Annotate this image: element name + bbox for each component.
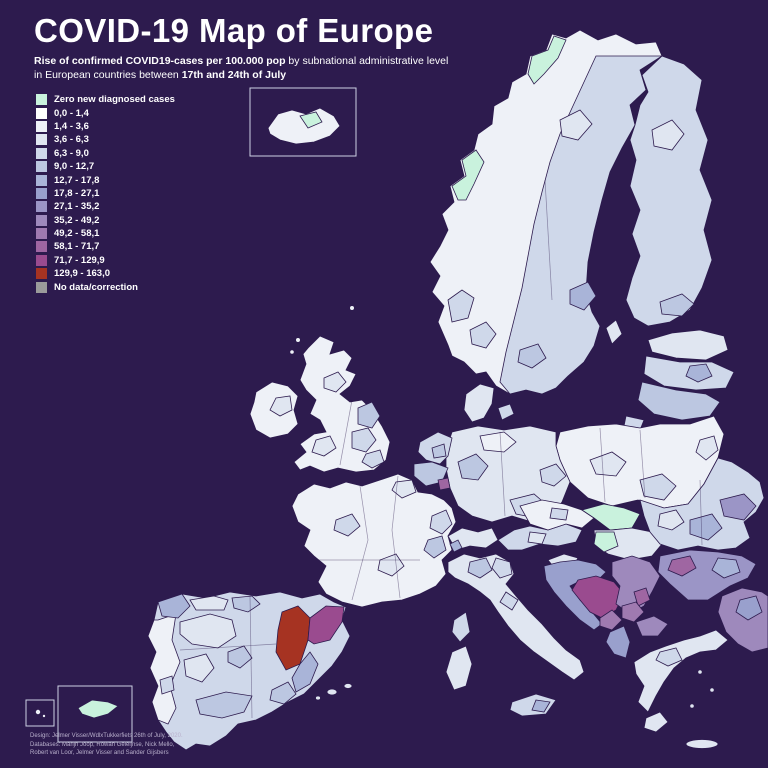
legend: Zero new diagnosed cases 0,0 - 1,4 1,4 -…	[36, 93, 175, 294]
slovakia-region-zero-cases	[581, 503, 641, 531]
legend-swatch	[36, 161, 47, 173]
legend-item: No data/correction	[36, 280, 175, 293]
legend-swatch	[36, 268, 47, 280]
denmark-region	[463, 383, 515, 423]
legend-swatch	[36, 187, 47, 199]
legend-label: No data/correction	[54, 281, 138, 293]
baltic-states-region	[623, 329, 735, 431]
luxembourg-region	[437, 477, 451, 491]
legend-item: 129,9 - 163,0	[36, 267, 175, 280]
legend-swatch	[36, 174, 47, 186]
subtitle-bold-1: Rise of confirmed COVID19-cases per 100.…	[34, 55, 286, 67]
legend-swatch	[36, 94, 47, 106]
finland-region	[625, 55, 713, 327]
legend-label: 35,2 - 49,2	[54, 214, 100, 226]
legend-item: 6,3 - 9,0	[36, 147, 175, 160]
turkey-region	[717, 587, 768, 653]
legend-label: 3,6 - 6,3	[54, 134, 89, 146]
subtitle-regular-2: in European countries between	[34, 68, 182, 81]
iceland-inset	[249, 87, 357, 157]
legend-item: 58,1 - 71,7	[36, 240, 175, 253]
legend-item: 35,2 - 49,2	[36, 214, 175, 227]
benelux-region	[413, 431, 453, 491]
legend-label: Zero new diagnosed cases	[54, 94, 175, 106]
italy-region	[445, 553, 585, 717]
legend-label: 58,1 - 71,7	[54, 241, 100, 253]
subtitle-line1: Rise of confirmed COVID19-cases per 100.…	[34, 55, 448, 69]
legend-label: 49,2 - 58,1	[54, 228, 100, 240]
legend-swatch	[36, 201, 47, 213]
catalonia-region	[307, 605, 345, 645]
subtitle-line2: in European countries between 17th and 2…	[34, 69, 448, 83]
greece-region	[633, 629, 729, 749]
legend-label: 27,1 - 35,2	[54, 201, 100, 213]
credits-line2: Databases: Marijn Joop, Rowan Geleijnse,…	[30, 741, 175, 748]
legend-swatch	[36, 120, 47, 132]
portugal-region	[147, 613, 181, 725]
legend-swatch	[36, 241, 47, 253]
subtitle-bold-2: 17th and 24th of July	[181, 68, 287, 81]
legend-item: 3,6 - 6,3	[36, 133, 175, 146]
credits-line1: Design: Jelmer Visser/WdlxTukkerfiets 26…	[30, 732, 183, 739]
credits: Design: Jelmer Visser/WdlxTukkerfiets 26…	[30, 732, 183, 758]
legend-label: 17,8 - 27,1	[54, 187, 100, 199]
header: COVID-19 Map of Europe Rise of confirmed…	[34, 12, 448, 82]
subtitle-regular-1: by subnational administrative level	[285, 55, 449, 67]
cyprus-inset	[57, 685, 133, 743]
legend-swatch	[36, 134, 47, 146]
legend-swatch	[36, 254, 47, 266]
credits-line3: Robert van Loor, Jelmer Visser and Sande…	[30, 750, 169, 757]
united-kingdom-region	[289, 305, 391, 473]
page-title: COVID-19 Map of Europe	[34, 12, 434, 49]
legend-item: 9,0 - 12,7	[36, 160, 175, 173]
balkans-region	[543, 555, 669, 659]
legend-swatch	[36, 147, 47, 159]
legend-item: 0,0 - 1,4	[36, 106, 175, 119]
legend-label: 9,0 - 12,7	[54, 161, 95, 173]
legend-label: 1,4 - 3,6	[54, 120, 89, 132]
france-region	[291, 473, 457, 608]
central-europe-region	[447, 499, 663, 571]
legend-item: Zero new diagnosed cases	[36, 93, 175, 106]
legend-swatch	[36, 214, 47, 226]
legend-swatch	[36, 107, 47, 119]
serbia-region	[611, 555, 661, 615]
legend-item: 49,2 - 58,1	[36, 227, 175, 240]
norway-sweden-region	[429, 29, 664, 395]
legend-item: 17,8 - 27,1	[36, 187, 175, 200]
ireland-region	[249, 381, 299, 439]
iberia-region	[147, 591, 353, 751]
germany-region	[445, 425, 571, 523]
legend-item: 12,7 - 17,8	[36, 173, 175, 186]
legend-swatch	[36, 228, 47, 240]
poland-region	[555, 415, 725, 509]
legend-label: 129,9 - 163,0	[54, 268, 110, 280]
legend-item: 71,7 - 129,9	[36, 254, 175, 267]
malta-inset	[25, 699, 55, 727]
legend-label: 71,7 - 129,9	[54, 254, 105, 266]
subtitle: Rise of confirmed COVID19-cases per 100.…	[34, 55, 448, 82]
legend-item: 27,1 - 35,2	[36, 200, 175, 213]
legend-label: 6,3 - 9,0	[54, 147, 89, 159]
gotland-island	[605, 319, 623, 345]
legend-label: 12,7 - 17,8	[54, 174, 100, 186]
legend-item: 1,4 - 3,6	[36, 120, 175, 133]
legend-swatch	[36, 281, 47, 293]
legend-label: 0,0 - 1,4	[54, 107, 89, 119]
romania-bulgaria-region	[639, 457, 765, 601]
